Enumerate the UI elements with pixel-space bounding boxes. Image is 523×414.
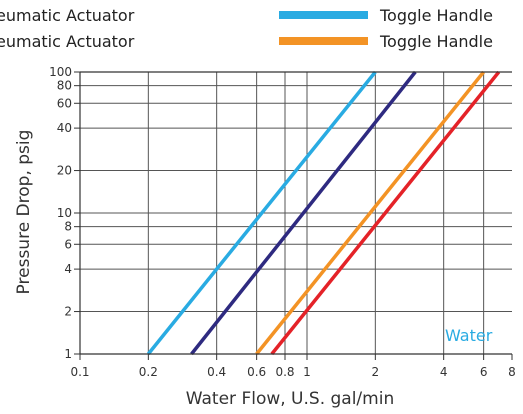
legend-label: Toggle Handle <box>379 6 493 25</box>
x-tick-label: 0.2 <box>139 365 158 379</box>
y-tick-label: 20 <box>57 164 72 178</box>
legend: eumatic Actuator eumatic Actuator Toggle H… <box>0 6 493 51</box>
series-line-4 <box>270 70 501 356</box>
x-tick-label: 6 <box>480 365 488 379</box>
y-tick-label: 1 <box>64 347 72 361</box>
y-tick-label: 10 <box>57 206 72 220</box>
series-line-3 <box>255 70 485 356</box>
y-tick-label: 4 <box>64 262 72 276</box>
x-tick-label: 0.6 <box>247 365 266 379</box>
x-tick-label: 4 <box>440 365 448 379</box>
legend-label: eumatic Actuator <box>0 6 135 25</box>
y-tick-label: 6 <box>64 237 72 251</box>
legend-label: Toggle Handle <box>379 32 493 51</box>
y-tick-label: 60 <box>57 96 72 110</box>
series-line-2 <box>190 70 417 356</box>
y-tick-label: 40 <box>57 121 72 135</box>
series-lines <box>146 70 501 356</box>
series-line-1 <box>146 70 377 356</box>
y-axis-label: Pressure Drop, psig <box>14 130 34 295</box>
y-tick-label: 80 <box>57 79 72 93</box>
grid <box>80 72 512 354</box>
y-tick-label: 100 <box>49 65 72 79</box>
legend-swatch <box>279 37 368 45</box>
x-tick-label: 8 <box>508 365 516 379</box>
x-tick-label: 0.4 <box>207 365 226 379</box>
legend-label: eumatic Actuator <box>0 32 135 51</box>
y-tick-label: 8 <box>64 220 72 234</box>
water-annotation: Water <box>445 326 493 345</box>
x-tick-label: 2 <box>372 365 380 379</box>
x-tick-label: 0.1 <box>70 365 89 379</box>
x-tick-label: 1 <box>303 365 311 379</box>
y-tick-label: 2 <box>64 305 72 319</box>
legend-swatch <box>279 11 368 19</box>
x-tick-label: 0.8 <box>275 365 294 379</box>
x-axis-label: Water Flow, U.S. gal/min <box>186 389 394 409</box>
